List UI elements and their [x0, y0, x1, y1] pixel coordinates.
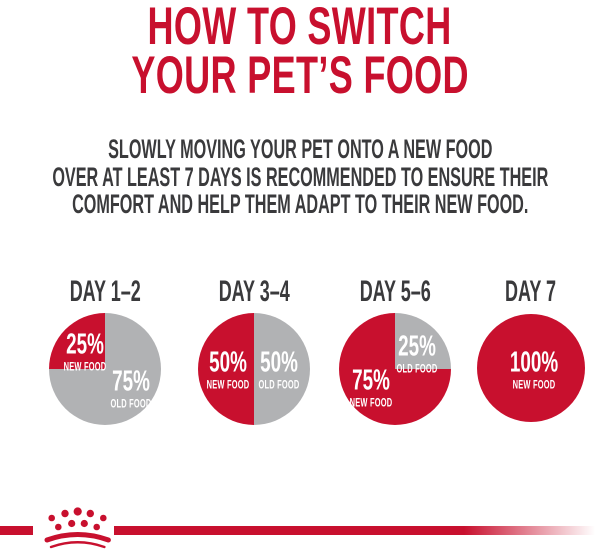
- chart-group-day-7: DAY 7 100% NEW FOOD: [461, 270, 600, 450]
- chart-group-day-3-4: DAY 3–4 50% NEW FOOD 50% OLD FOOD: [184, 270, 324, 450]
- subtitle-line-3: COMFORT AND HELP THEM ADAPT TO THEIR NEW…: [71, 189, 529, 219]
- slice-label-new-food: 50% NEW FOOD: [206, 346, 250, 392]
- title-line-2: YOUR PET’S FOOD: [131, 46, 469, 105]
- subtitle-line-2: OVER AT LEAST 7 DAYS IS RECOMMENDED TO E…: [52, 161, 548, 192]
- pie-chart-day-7: 100% NEW FOOD: [477, 314, 585, 422]
- chart-group-day-1-2: DAY 1–2 25% NEW FOOD 75% OLD FOOD: [35, 270, 175, 450]
- day-label-1-2: DAY 1–2: [69, 275, 141, 308]
- day-label-5-6: DAY 5–6: [359, 275, 431, 308]
- subtitle: SLOWLY MOVING YOUR PET ONTO A NEW FOOD O…: [0, 134, 600, 219]
- slice-label-new-food: 100% NEW FOOD: [509, 346, 558, 392]
- title-line-1: HOW TO SWITCH: [147, 0, 453, 56]
- slice-label-old-food: 25% OLD FOOD: [396, 330, 438, 376]
- pie-chart-day-3-4: 50% NEW FOOD 50% OLD FOOD: [198, 313, 310, 425]
- pie-chart-day-5-6: 25% OLD FOOD 75% NEW FOOD: [339, 313, 451, 425]
- day-label-7: DAY 7: [505, 275, 557, 308]
- slice-label-old-food: 50% OLD FOOD: [258, 346, 300, 392]
- day-label-3-4: DAY 3–4: [218, 275, 290, 308]
- slice-label-new-food: 25% NEW FOOD: [63, 328, 107, 374]
- page-title: HOW TO SWITCH YOUR PET’S FOOD: [0, 0, 600, 105]
- footer-line-right: [114, 526, 600, 535]
- chart-group-day-5-6: DAY 5–6 25% OLD FOOD 75% NEW FOOD: [325, 270, 465, 450]
- pie-chart-day-1-2: 25% NEW FOOD 75% OLD FOOD: [49, 313, 161, 425]
- subtitle-line-1: SLOWLY MOVING YOUR PET ONTO A NEW FOOD: [107, 134, 493, 164]
- footer-line-left: [0, 526, 33, 535]
- slice-label-new-food: 75% NEW FOOD: [349, 364, 393, 410]
- slice-label-old-food: 75% OLD FOOD: [110, 365, 152, 411]
- royal-canin-crown-icon: [44, 507, 111, 549]
